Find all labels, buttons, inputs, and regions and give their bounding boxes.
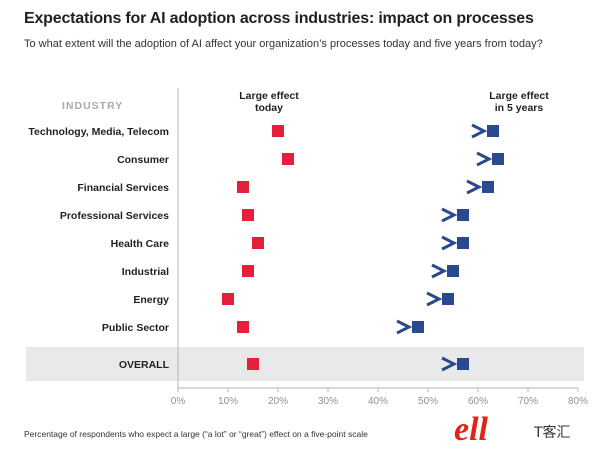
category-label: Public Sector [102,322,169,334]
arrow-head [441,356,458,372]
today-marker [282,153,294,165]
watermark-text: T客汇 [533,424,571,441]
x-tick-label: 80% [568,396,588,407]
five-years-marker [482,181,494,193]
category-label: Technology, Media, Telecom [28,126,169,138]
arrow-head [441,235,458,251]
five-years-marker [487,125,499,137]
category-label: Consumer [117,154,169,166]
category-label: Industrial [122,266,169,278]
category-label: Financial Services [77,182,169,194]
today-marker [222,293,234,305]
category-label: Energy [133,294,169,306]
x-tick-label: 50% [418,396,438,407]
x-tick-label: 30% [318,396,338,407]
watermark-logo: ell T客汇 [454,411,571,448]
five-years-marker [457,209,469,221]
arrow-head [471,123,488,139]
chart-footnote: Percentage of respondents who expect a l… [24,429,368,439]
arrow-head [431,263,448,279]
x-tick-label: 70% [518,396,538,407]
x-tick-label: 0% [171,396,186,407]
x-tick-label: 60% [468,396,488,407]
x-tick-label: 10% [218,396,238,407]
series-label-today: Large effect today [239,90,299,114]
x-tick-label: 20% [268,396,288,407]
arrow-head [426,291,443,307]
arrow-head [441,207,458,223]
arrow-head [466,179,483,195]
arrow-head [396,319,413,335]
five-years-marker [457,237,469,249]
five-years-marker [457,358,469,370]
five-years-marker [442,293,454,305]
today-marker [272,125,284,137]
today-marker [242,209,254,221]
arrow-head [476,151,493,167]
five-years-marker [447,265,459,277]
today-marker [237,181,249,193]
today-marker [252,237,264,249]
five-years-marker [492,153,504,165]
today-marker [247,358,259,370]
five-years-marker [412,321,424,333]
category-label: Health Care [111,238,170,250]
chart-title: Expectations for AI adoption across indu… [24,10,534,27]
today-marker [242,265,254,277]
category-header: INDUSTRY [62,100,123,112]
today-marker [237,321,249,333]
category-label: Professional Services [60,210,169,222]
chart-subtitle: To what extent will the adoption of AI a… [24,38,543,50]
series-label-five-years: Large effect in 5 years [489,90,549,114]
x-tick-label: 40% [368,396,388,407]
watermark-glyph: ell [454,411,489,448]
category-label: OVERALL [119,359,170,371]
